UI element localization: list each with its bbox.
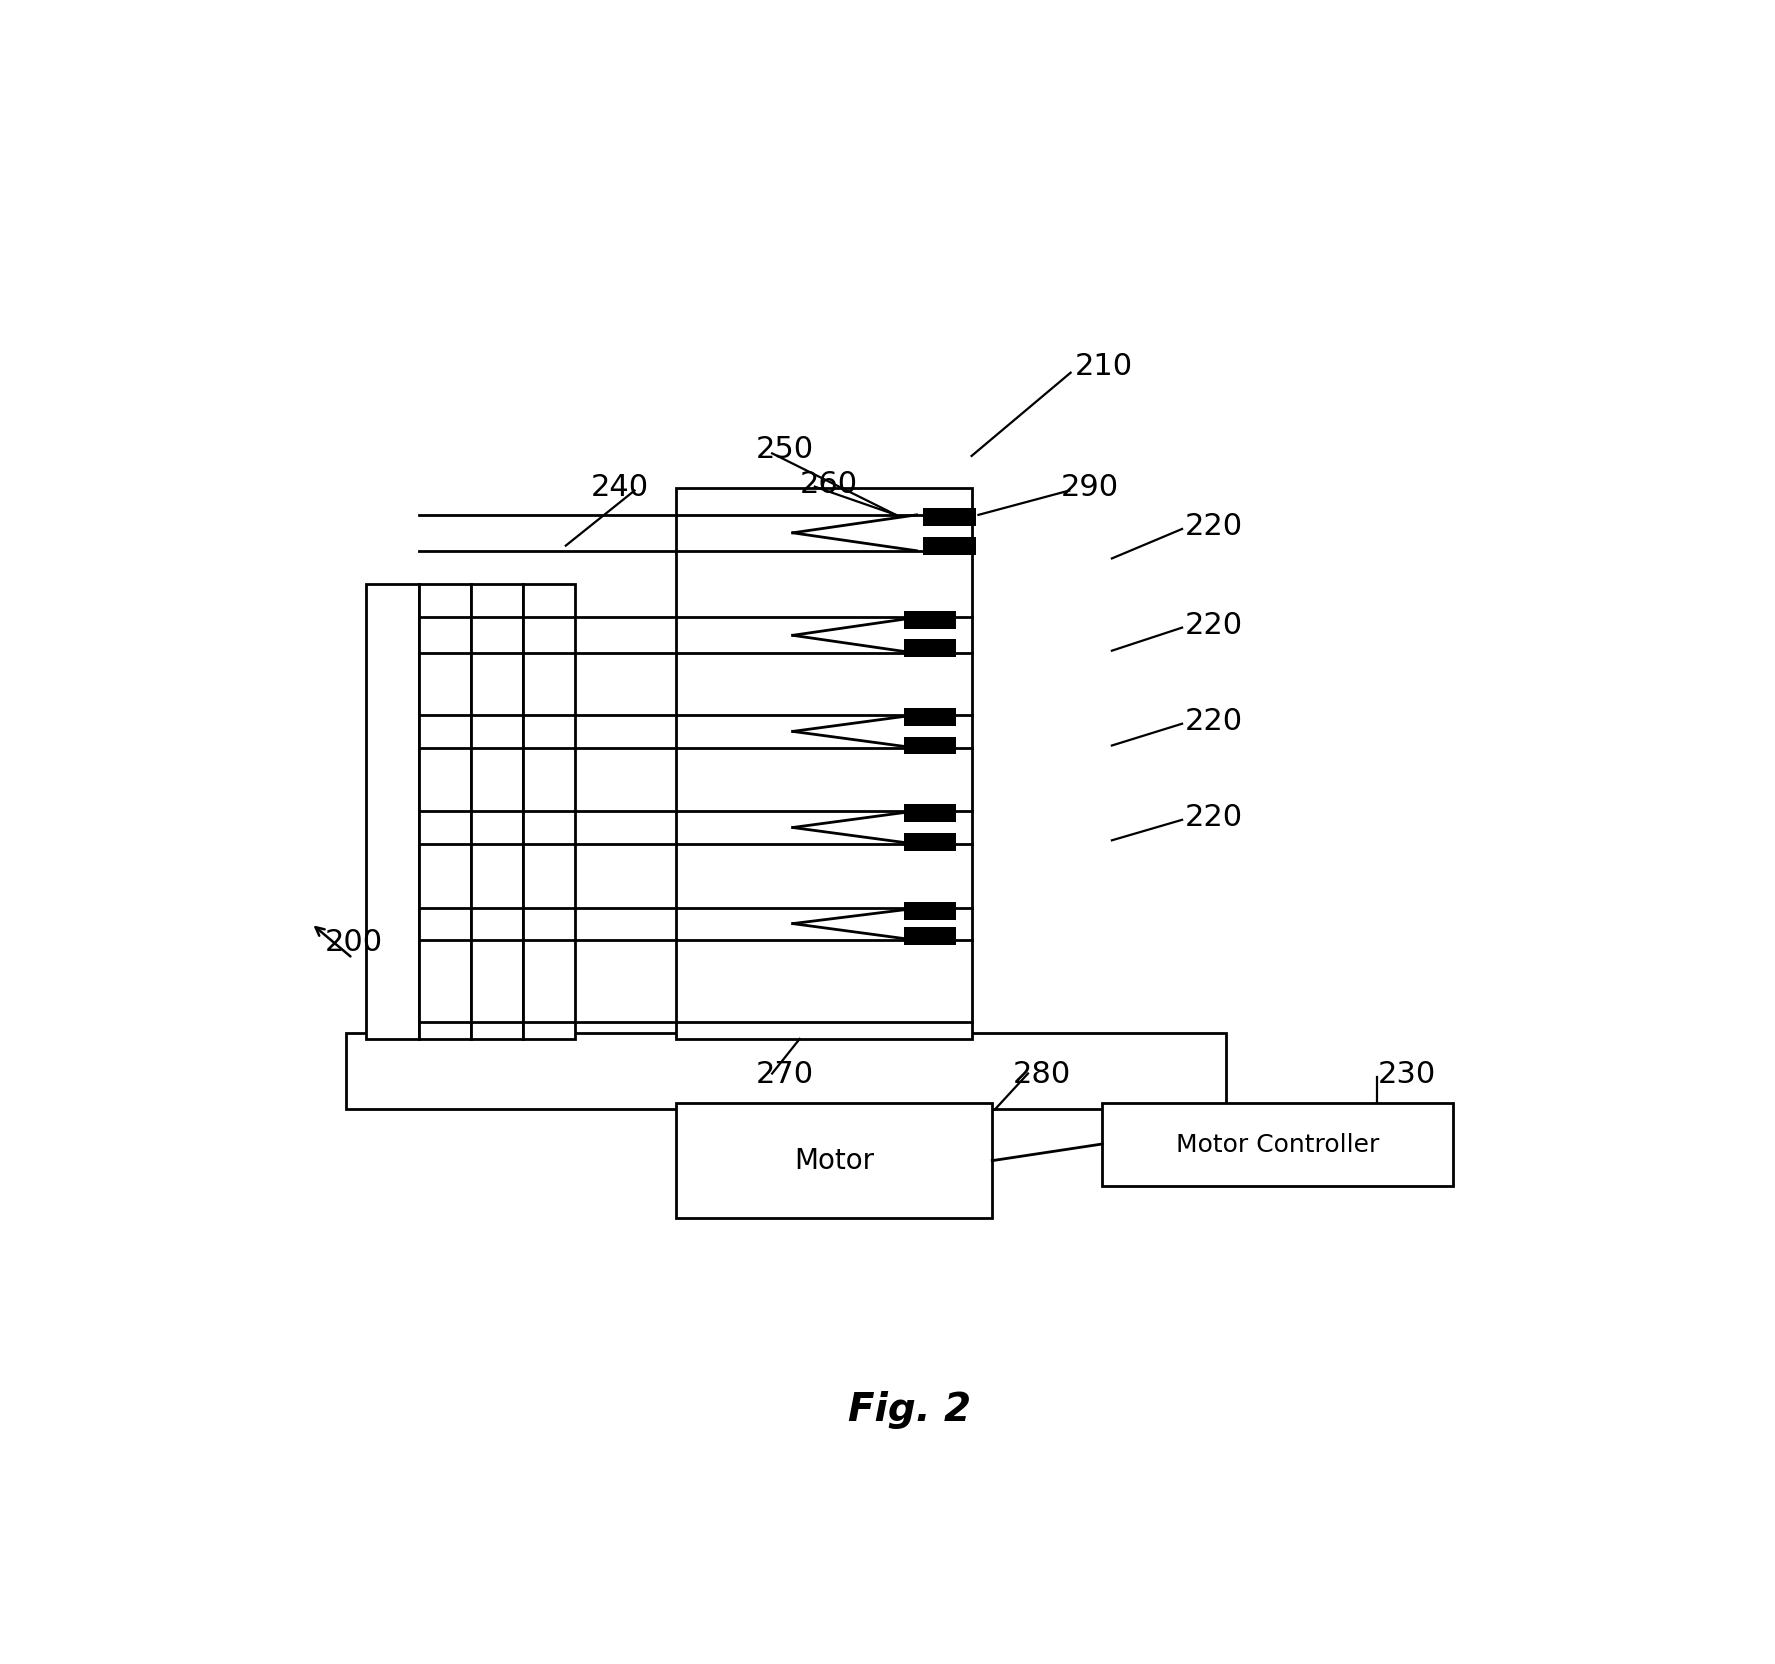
Bar	[676, 488, 971, 1038]
Text: Motor Controller: Motor Controller	[1177, 1133, 1379, 1156]
Text: 220: 220	[1186, 707, 1242, 735]
Bar	[923, 537, 976, 554]
Text: 270: 270	[756, 1060, 813, 1090]
Bar	[524, 584, 575, 1038]
Text: 290: 290	[1061, 474, 1118, 503]
Text: 250: 250	[756, 434, 813, 464]
Bar	[676, 1103, 992, 1218]
Bar	[923, 509, 976, 526]
Text: 210: 210	[1076, 351, 1132, 381]
Bar	[903, 804, 957, 822]
Text: 200: 200	[325, 929, 383, 957]
Text: 220: 220	[1186, 611, 1242, 639]
Bar	[419, 584, 470, 1038]
Bar	[346, 1032, 1227, 1110]
Text: 220: 220	[1186, 802, 1242, 832]
Bar	[470, 584, 524, 1038]
Bar	[903, 927, 957, 945]
Bar	[903, 832, 957, 850]
Bar	[903, 639, 957, 657]
Text: 260: 260	[799, 469, 857, 499]
Text: 280: 280	[1014, 1060, 1070, 1090]
Bar	[366, 584, 419, 1038]
Bar	[903, 902, 957, 920]
Text: 240: 240	[591, 474, 648, 503]
Bar	[903, 737, 957, 754]
Text: Fig. 2: Fig. 2	[848, 1391, 971, 1429]
Text: Motor: Motor	[793, 1146, 873, 1175]
Text: 230: 230	[1377, 1060, 1436, 1090]
Text: 220: 220	[1186, 513, 1242, 541]
Bar	[903, 611, 957, 629]
Bar	[903, 709, 957, 726]
Bar	[1102, 1103, 1454, 1186]
